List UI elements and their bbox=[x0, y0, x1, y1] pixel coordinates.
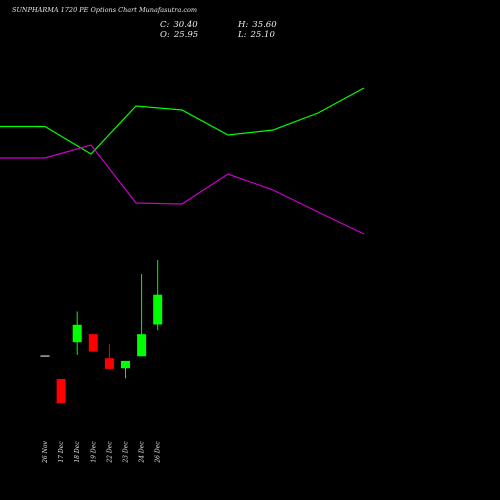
candles bbox=[40, 260, 163, 403]
candle bbox=[56, 378, 66, 403]
green-indicator-line bbox=[0, 87, 365, 155]
candle bbox=[137, 274, 147, 357]
x-tick-label: 24 Dec bbox=[139, 441, 146, 464]
candle-body bbox=[72, 324, 82, 343]
close-readout: C: 30.40 bbox=[160, 20, 198, 30]
low-label: L: bbox=[238, 30, 247, 40]
candle-body bbox=[88, 334, 98, 352]
open-readout: O: 25.95 bbox=[160, 30, 198, 40]
x-tick-label: 26 Nov bbox=[42, 440, 49, 463]
x-tick-label: 23 Dec bbox=[123, 441, 130, 464]
candle bbox=[121, 360, 130, 379]
candle-body bbox=[40, 355, 50, 357]
low-readout: L: 25.10 bbox=[238, 30, 275, 40]
high-label: H: bbox=[238, 20, 249, 30]
x-tick-label: 17 Dec bbox=[58, 441, 65, 463]
open-label: O: bbox=[160, 30, 170, 40]
x-tick-label: 26 Dec bbox=[155, 441, 162, 464]
x-axis-labels: 26 Nov 17 Dec 18 Dec 19 Dec 22 Dec 23 Dec 24 D… bbox=[42, 440, 162, 463]
candle-body bbox=[137, 334, 147, 357]
x-tick-label: 22 Dec bbox=[106, 441, 113, 464]
chart-title: SUNPHARMA 1720 PE Options Chart Munafasu… bbox=[12, 6, 198, 14]
candle-body bbox=[104, 358, 114, 369]
candle bbox=[104, 344, 114, 369]
candle bbox=[40, 355, 50, 357]
high-readout: H: 35.60 bbox=[238, 20, 277, 30]
candle-body bbox=[153, 294, 163, 325]
x-tick-label: 19 Dec bbox=[90, 441, 97, 463]
candle bbox=[72, 311, 82, 355]
magenta-indicator-line bbox=[0, 144, 365, 235]
open-value: 25.95 bbox=[173, 30, 199, 40]
candle-body bbox=[56, 378, 66, 403]
indicator-lines bbox=[0, 87, 365, 235]
x-tick-label: 18 Dec bbox=[74, 441, 81, 463]
close-value: 30.40 bbox=[173, 20, 198, 30]
candle bbox=[88, 334, 98, 352]
candle bbox=[153, 260, 163, 331]
high-value: 35.60 bbox=[252, 20, 277, 30]
candle-body bbox=[121, 360, 130, 369]
low-value: 25.10 bbox=[250, 30, 275, 40]
close-label: C: bbox=[160, 20, 170, 30]
